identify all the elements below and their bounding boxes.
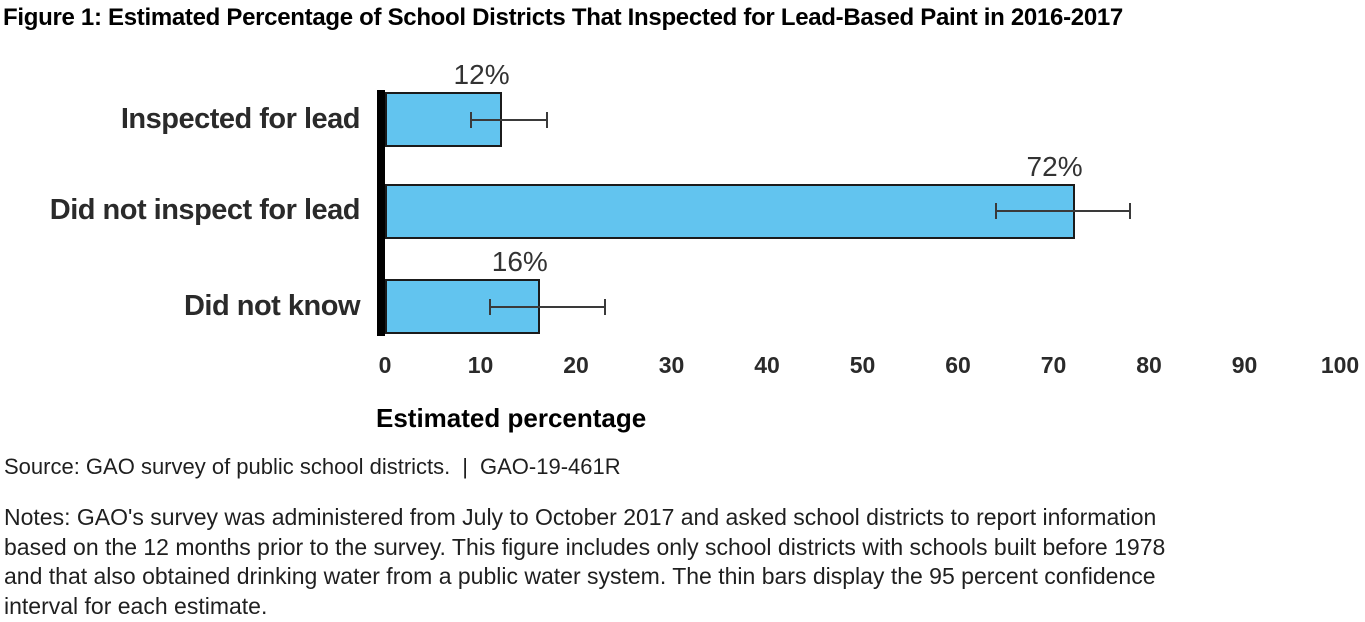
x-axis-tick-60: 60: [945, 352, 971, 378]
category-label-inspected-for-lead: Inspected for lead: [120, 102, 361, 135]
category-label-did-not-know: Did not know: [183, 289, 361, 322]
x-axis-tick-70: 70: [1040, 352, 1067, 378]
bar-did-not-inspect-for-lead: [385, 183, 1075, 239]
x-axis-tick-10: 10: [467, 352, 494, 378]
value-label-did-not-know: 16%: [491, 246, 548, 277]
x-axis-label: Estimated percentage: [376, 403, 647, 433]
error-bar-cap-right-inspected-for-lead: [546, 111, 549, 128]
x-axis-tick-20: 20: [563, 352, 589, 378]
bar-chart: Inspected for lead 12% Did not inspect for…: [49, 59, 1360, 433]
x-axis-tick-80: 80: [1136, 352, 1162, 378]
x-axis-tick-40: 40: [754, 352, 780, 378]
error-bar-cap-right-did-not-inspect-for-lead: [1128, 203, 1131, 219]
category-label-did-not-inspect-for-lead: Did not inspect for lead: [49, 194, 361, 226]
notes-line: interval for each estimate.: [4, 592, 268, 619]
source-text: Source: GAO survey of public school dist…: [4, 454, 451, 479]
source-line: Source: GAO survey of public school dist…: [4, 454, 621, 480]
figure-title: Figure 1: Estimated Percentage of School…: [3, 4, 1123, 31]
source-separator: |: [462, 454, 469, 479]
report-id: GAO-19-461R: [480, 454, 621, 479]
error-bar-cap-right-did-not-know: [603, 298, 606, 315]
error-bar-cap-left-did-not-know: [489, 298, 492, 315]
notes-line: and that also obtained drinking water fr…: [4, 563, 1156, 589]
axis-baseline-bar: [377, 90, 385, 336]
error-bar-cap-left-inspected-for-lead: [469, 111, 472, 128]
error-bar-inspected-for-lead: [470, 118, 548, 121]
error-bar-did-not-know: [490, 305, 605, 308]
x-axis-tick-0: 0: [378, 352, 392, 378]
notes-line: based on the 12 months prior to the surv…: [4, 533, 1166, 560]
error-bar-did-not-inspect-for-lead: [996, 210, 1130, 212]
x-axis-tick-30: 30: [658, 352, 685, 378]
error-bar-cap-left-did-not-inspect-for-lead: [995, 203, 998, 219]
x-axis-tick-90: 90: [1231, 352, 1258, 378]
notes-line: Notes: GAO's survey was administered fro…: [4, 504, 1157, 530]
x-axis-tick-50: 50: [849, 352, 876, 378]
value-label-inspected-for-lead: 12%: [453, 59, 510, 90]
notes-paragraph: Notes: GAO's survey was administered fro…: [4, 503, 1165, 621]
value-label-did-not-inspect-for-lead: 72%: [1026, 150, 1083, 182]
x-axis-tick-100: 100: [1320, 352, 1360, 378]
